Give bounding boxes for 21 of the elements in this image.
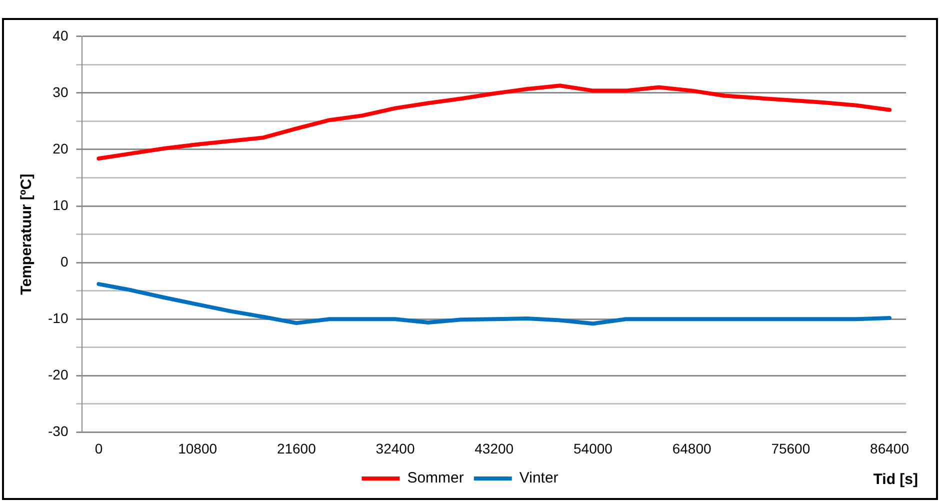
x-tick-label: 86400 — [870, 440, 910, 456]
x-tick-label: 0 — [94, 440, 103, 456]
legend-label: Sommer — [407, 470, 464, 487]
legend-label: Vinter — [519, 470, 558, 487]
x-tick-label: 64800 — [672, 440, 712, 456]
y-tick-label: 0 — [60, 253, 68, 270]
y-tick-label: -20 — [48, 366, 68, 383]
x-axis-title: Tid [s] — [873, 471, 918, 488]
y-tick-label: 10 — [52, 196, 68, 213]
y-tick-label: -30 — [48, 423, 68, 440]
y-tick-label: 40 — [52, 27, 68, 44]
x-tick-label: 43200 — [474, 440, 514, 456]
x-tick-label: 54000 — [574, 440, 613, 456]
x-tick-label: 10800 — [178, 440, 218, 456]
y-axis-title: Temperatuur [ºC] — [18, 174, 36, 295]
y-tick-label: 20 — [52, 140, 68, 156]
x-tick-label: 21600 — [276, 440, 316, 456]
x-tick-label: 75600 — [771, 440, 810, 456]
y-tick-label: -10 — [48, 310, 68, 326]
x-tick-label: 32400 — [376, 440, 415, 456]
y-tick-label: 30 — [52, 84, 68, 100]
